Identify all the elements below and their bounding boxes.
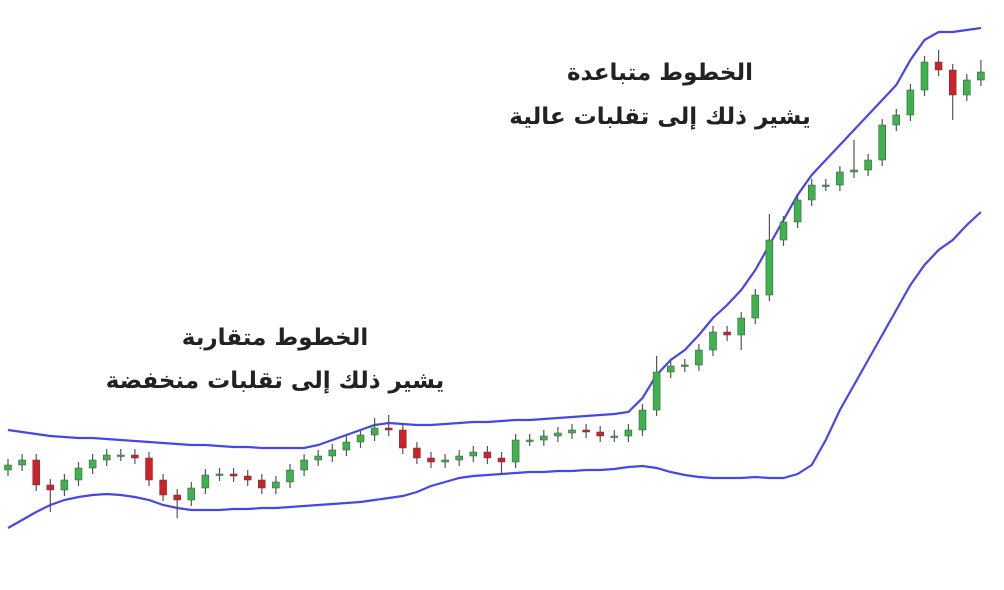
band-line [7, 211, 982, 529]
candle-body [258, 479, 266, 489]
candle-body [963, 79, 971, 96]
candle-body [342, 441, 351, 451]
candle-body [272, 481, 280, 489]
candle-body [427, 457, 435, 463]
candle-body [356, 434, 365, 443]
candle-body [215, 473, 224, 476]
candle-body [102, 454, 111, 461]
candle-body [822, 184, 830, 187]
candle-body [681, 364, 689, 367]
candle-body [187, 487, 196, 501]
candle-body [864, 159, 872, 171]
candle-body [525, 439, 534, 442]
candle-body [314, 455, 322, 461]
candle-body [765, 239, 774, 296]
candle-body [229, 473, 238, 477]
candle-body [4, 464, 12, 471]
candle-body [948, 69, 957, 96]
candle-body [511, 439, 520, 463]
candle-body [977, 71, 985, 81]
candle-body [32, 459, 40, 486]
candle-body [540, 435, 548, 441]
candle-body [483, 451, 492, 459]
candle-body [399, 429, 407, 449]
candle-body [455, 455, 463, 461]
candle-body [934, 61, 943, 71]
candle-body [793, 199, 802, 223]
annotation: الخطوط متقاربة [182, 325, 368, 351]
candle-body [638, 409, 647, 431]
candle-body [596, 431, 604, 437]
candle-body [243, 475, 252, 481]
candle-body [723, 331, 731, 336]
candle-body [709, 331, 717, 351]
candle-body [46, 484, 55, 491]
annotation: يشير ذلك إلى تقلبات عالية [509, 104, 810, 130]
candle-body [652, 371, 661, 411]
candle-body [413, 447, 421, 459]
candle-body [328, 449, 337, 457]
candle-body [384, 427, 393, 431]
candle-body [582, 429, 590, 433]
candle-body [88, 459, 97, 469]
candle-body [892, 114, 901, 126]
candle-body [469, 451, 478, 457]
candle-body [779, 221, 788, 241]
candle-body [74, 467, 83, 481]
candle-body [878, 124, 886, 161]
candle-body [300, 459, 308, 471]
candle-body [159, 479, 167, 496]
candle-body [610, 435, 619, 438]
candle-body [173, 494, 181, 501]
candle-body [906, 89, 915, 116]
candle-body [201, 474, 210, 489]
candle-body [60, 479, 69, 491]
candle-body [751, 294, 760, 319]
candle-body [695, 349, 703, 366]
candle-body [666, 365, 675, 373]
candle-body [554, 432, 562, 437]
annotation: يشير ذلك إلى تقلبات منخفضة [106, 368, 445, 394]
candle-body [836, 171, 844, 186]
candle-body [370, 427, 379, 436]
candle-body [497, 457, 506, 463]
candle-body [737, 317, 745, 336]
candle-body [850, 169, 858, 173]
band-line [7, 26, 982, 450]
candle-body [624, 429, 633, 437]
candle-body [568, 429, 576, 434]
candle-body [441, 459, 449, 463]
candle-body [117, 454, 125, 457]
annotation: الخطوط متباعدة [567, 60, 753, 86]
candle-body [286, 469, 294, 483]
candle-body [807, 184, 816, 201]
candle-body [145, 457, 153, 481]
candle-body [920, 61, 929, 91]
candle-body [131, 454, 139, 459]
candle-body [18, 459, 26, 466]
